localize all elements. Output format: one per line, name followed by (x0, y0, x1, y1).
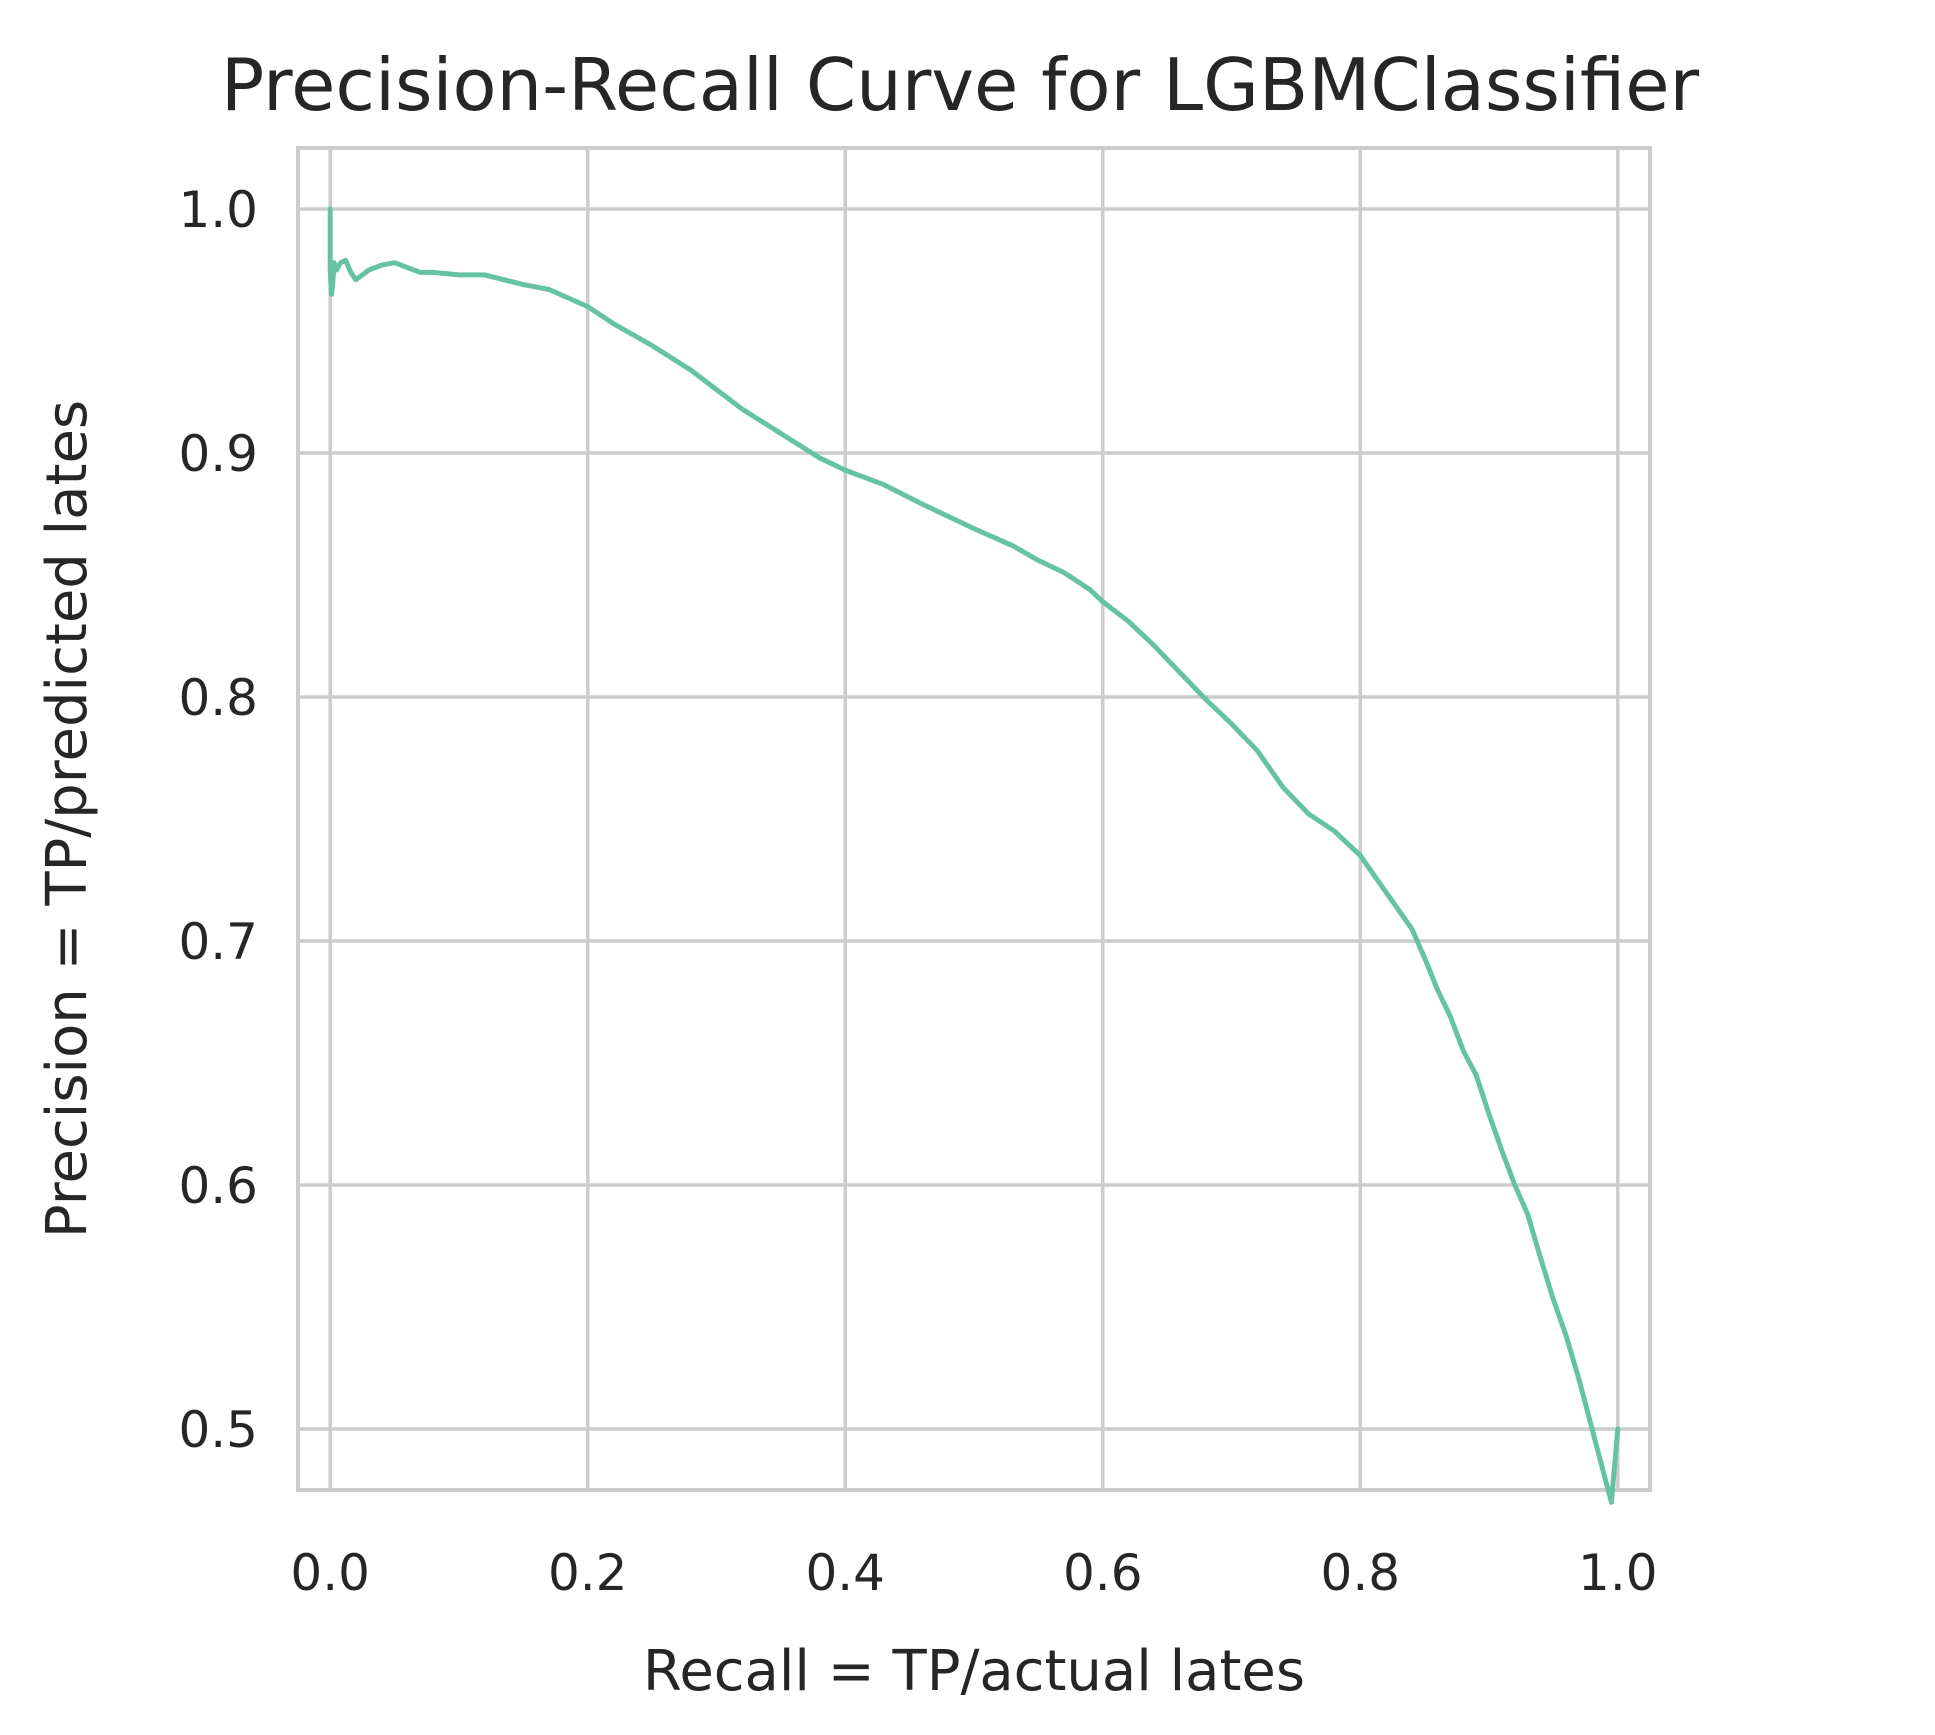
x-gridlines (328, 148, 1620, 1490)
x-tick-label: 0.6 (1063, 1544, 1143, 1602)
x-tick-labels: 0.0 0.2 0.4 0.6 0.8 1.0 (290, 1544, 1657, 1602)
y-tick-label: 0.5 (178, 1401, 258, 1459)
x-tick-label: 0.0 (290, 1544, 370, 1602)
y-gridlines (298, 207, 1650, 1431)
plot-area (296, 146, 1652, 1492)
y-tick-label: 0.8 (178, 669, 258, 727)
precision-recall-line (327, 206, 1621, 1505)
x-tick-label: 0.2 (548, 1544, 628, 1602)
x-tick-label: 1.0 (1578, 1544, 1658, 1602)
chart-title: Precision-Recall Curve for LGBMClassifie… (221, 43, 1700, 127)
x-axis-label: Recall = TP/actual lates (643, 1639, 1305, 1704)
y-tick-label: 0.9 (178, 425, 258, 483)
y-tick-labels: 0.5 0.6 0.7 0.8 0.9 1.0 (178, 181, 258, 1459)
y-tick-label: 0.7 (178, 913, 258, 971)
y-tick-label: 1.0 (178, 181, 258, 239)
y-tick-label: 0.6 (178, 1157, 258, 1215)
x-tick-label: 0.4 (805, 1544, 885, 1602)
series-group (327, 206, 1621, 1505)
x-tick-label: 0.8 (1321, 1544, 1401, 1602)
y-axis-label: Precision = TP/predicted lates (35, 400, 100, 1238)
